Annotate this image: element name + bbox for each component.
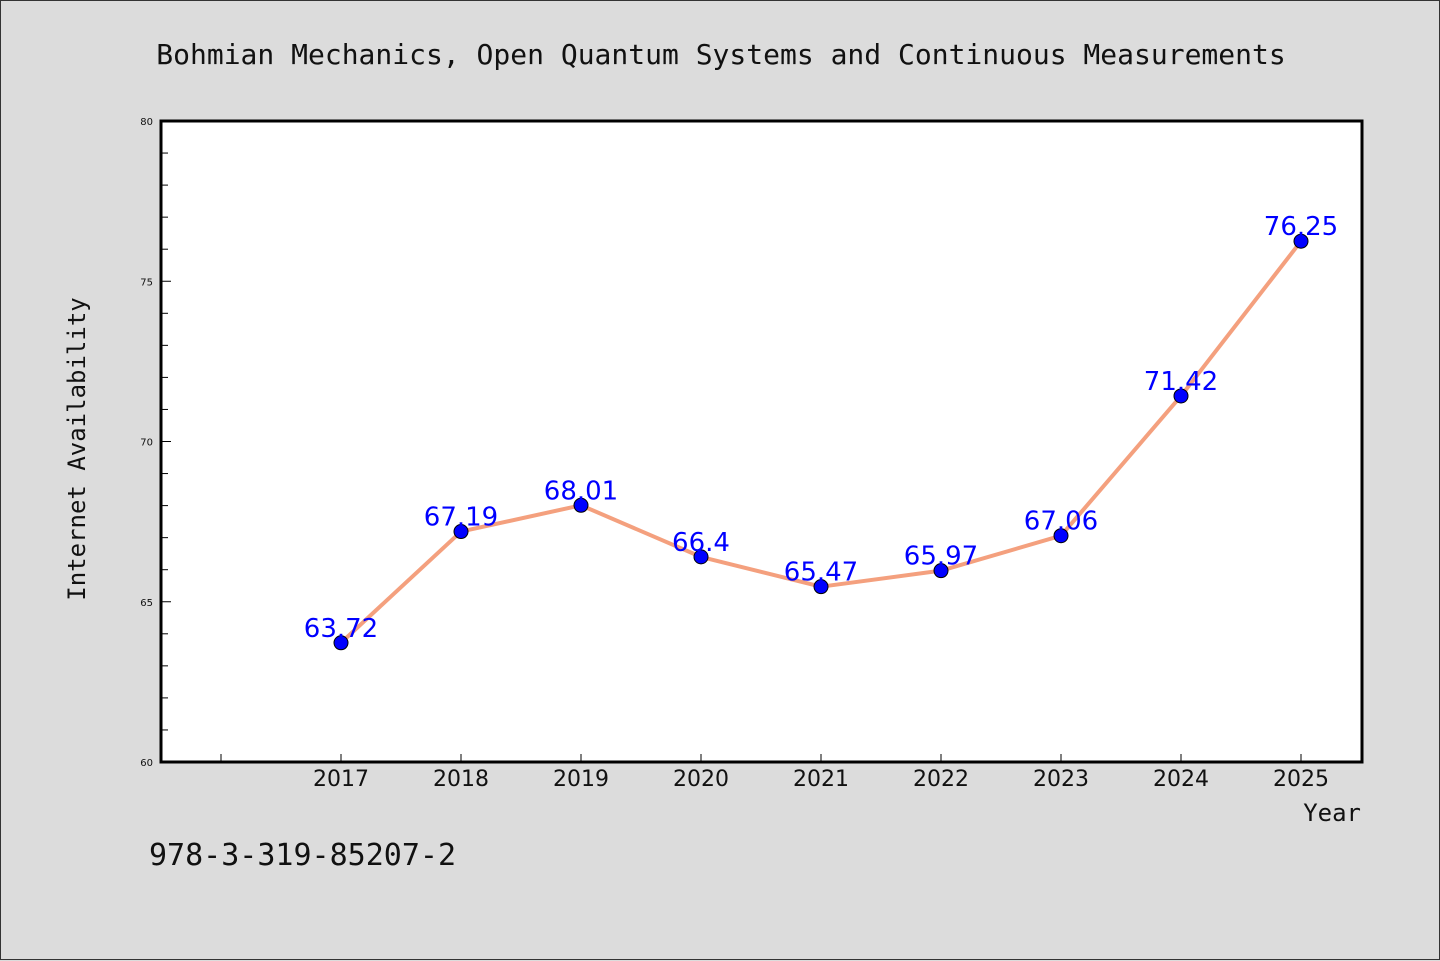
- x-axis: 2017 2018 2019 2020 2021 2022 2023 2024 2025: [220, 754, 1329, 792]
- x-tick-label: 2023: [1033, 767, 1089, 792]
- data-point: [453, 524, 469, 540]
- data-label: 65.47: [784, 558, 858, 588]
- x-tick-label: 2025: [1273, 767, 1329, 792]
- data-point: [333, 635, 349, 651]
- data-point: [573, 497, 589, 513]
- y-tick-label: 65: [140, 598, 153, 609]
- x-tick-label: 2020: [673, 767, 729, 792]
- x-tick-label: 2022: [913, 767, 969, 792]
- y-tick-label: 80: [140, 117, 153, 128]
- x-tick-label: 2018: [433, 767, 489, 792]
- y-tick-label: 75: [140, 277, 153, 288]
- data-label: 65.97: [904, 542, 978, 572]
- data-point: [693, 549, 709, 565]
- y-tick-label: 60: [140, 758, 153, 769]
- series-layer: 63.72 67.19 68.01 66.4 65.47 65.97 67.06 71.42 7…: [304, 212, 1338, 651]
- plot-area: [159, 119, 1364, 764]
- y-axis-label: Internet Availability: [63, 297, 91, 600]
- y-tick-label: 70: [140, 438, 153, 449]
- data-point: [1293, 233, 1309, 249]
- x-tick-label: 2019: [553, 767, 609, 792]
- data-label: 66.4: [672, 528, 730, 558]
- x-tick-label: 2017: [313, 767, 369, 792]
- data-label: 67.06: [1024, 507, 1098, 537]
- data-point: [1053, 528, 1069, 544]
- data-point: [933, 563, 949, 579]
- y-axis: 60 65 70 75 80: [140, 117, 171, 769]
- x-tick-label: 2021: [793, 767, 849, 792]
- x-axis-label: Year: [1303, 799, 1361, 827]
- data-label: 67.19: [424, 503, 498, 533]
- chart-title: Bohmian Mechanics, Open Quantum Systems …: [156, 38, 1285, 71]
- isbn-caption: 978-3-319-85207-2: [149, 838, 456, 873]
- data-label: 68.01: [544, 476, 618, 506]
- x-tick-label: 2024: [1153, 767, 1209, 792]
- data-label: 76.25: [1264, 212, 1338, 242]
- data-label: 63.72: [304, 614, 378, 644]
- data-point: [1173, 388, 1189, 404]
- data-point: [813, 579, 829, 595]
- data-label: 71.42: [1144, 367, 1218, 397]
